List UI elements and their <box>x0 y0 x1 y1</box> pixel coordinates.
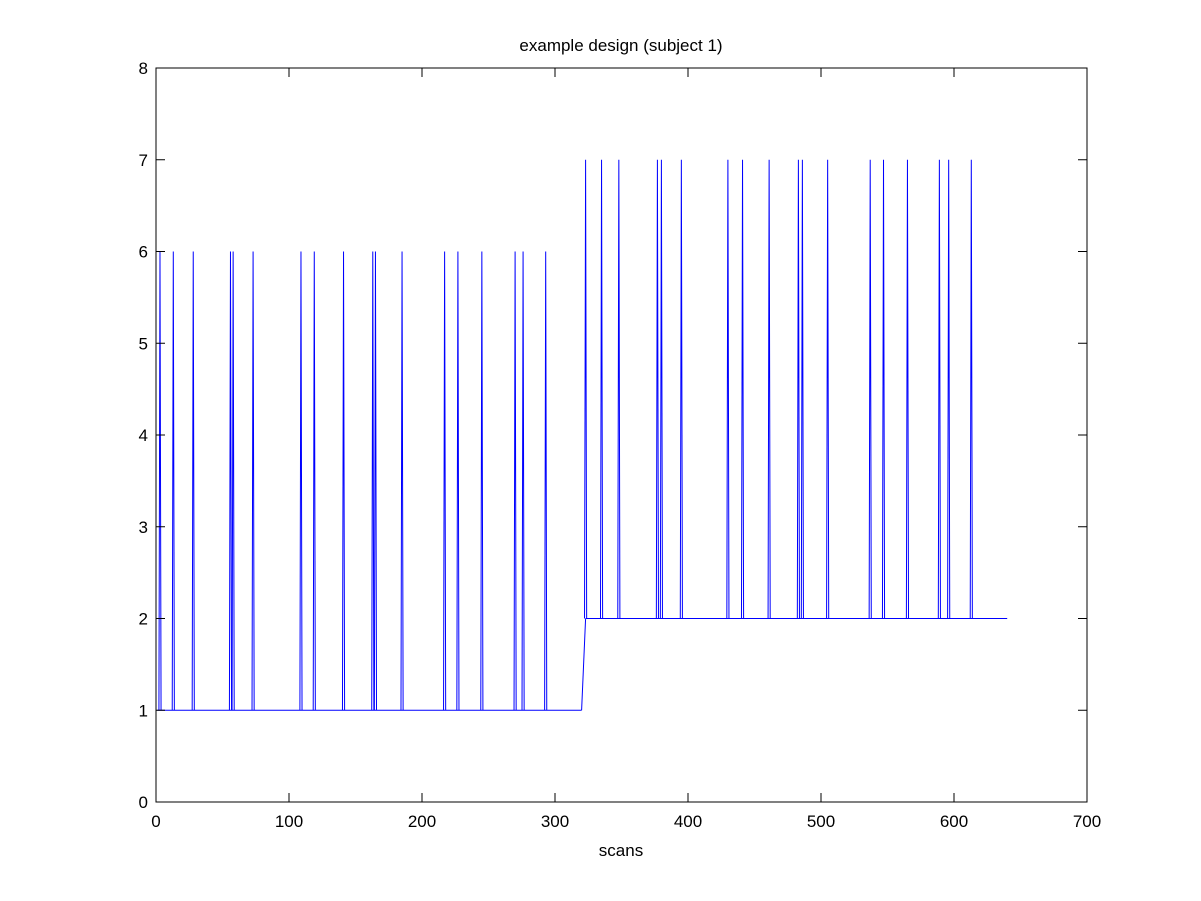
spike-9 <box>341 251 346 711</box>
spike-15 <box>480 251 484 711</box>
spike-19 <box>584 159 588 619</box>
spike-26 <box>740 159 745 619</box>
spike-4 <box>228 251 233 711</box>
spike-8 <box>312 251 316 711</box>
spike-32 <box>881 159 886 619</box>
plot-area <box>157 159 1008 711</box>
y-tick-label: 0 <box>139 793 148 812</box>
baseline-step <box>581 618 587 711</box>
spike-23 <box>659 159 663 619</box>
y-tick-label: 7 <box>139 151 148 170</box>
spike-17 <box>521 251 525 711</box>
x-tick-label: 700 <box>1073 812 1101 831</box>
spike-16 <box>513 251 517 711</box>
spike-3 <box>191 251 195 711</box>
chart-title: example design (subject 1) <box>519 36 722 55</box>
spike-7 <box>299 251 303 711</box>
spike-20 <box>599 159 604 619</box>
spike-21 <box>617 159 621 619</box>
spike-6 <box>251 251 255 711</box>
x-tick-label: 300 <box>541 812 569 831</box>
y-tick-label: 3 <box>139 518 148 537</box>
y-tick-label: 5 <box>139 334 148 353</box>
spike-22 <box>655 159 659 619</box>
x-axis-label: scans <box>599 841 643 860</box>
x-tick-label: 400 <box>674 812 702 831</box>
spike-12 <box>400 251 404 711</box>
spike-13 <box>443 251 447 711</box>
spike-31 <box>868 159 872 619</box>
x-tick-label: 500 <box>807 812 835 831</box>
spike-35 <box>947 159 951 619</box>
spike-36 <box>969 159 973 619</box>
y-tick-label: 1 <box>139 701 148 720</box>
y-tick-label: 4 <box>139 426 148 445</box>
spike-10 <box>371 251 375 711</box>
y-tick-label: 8 <box>139 59 148 78</box>
y-tick-label: 2 <box>139 610 148 629</box>
spike-18 <box>544 251 548 711</box>
x-tick-label: 100 <box>275 812 303 831</box>
spike-5 <box>231 251 235 711</box>
axes: 0 100 200 300 400 500 600 700 0 1 2 3 4 5 6 7 8 <box>139 59 1102 831</box>
x-tick-label: 600 <box>940 812 968 831</box>
spike-25 <box>726 159 730 619</box>
spike-24 <box>679 159 683 619</box>
spike-27 <box>767 159 771 619</box>
spike-29 <box>800 159 804 619</box>
x-tick-label: 0 <box>151 812 160 831</box>
spike-2 <box>171 251 175 711</box>
y-tick-label: 6 <box>139 243 148 262</box>
spike-34 <box>937 159 941 619</box>
spike-30 <box>826 159 830 619</box>
x-tick-label: 200 <box>408 812 436 831</box>
spike-14 <box>456 251 460 711</box>
spike-33 <box>905 159 910 619</box>
spike-28 <box>796 159 800 619</box>
spike-11 <box>373 251 378 711</box>
